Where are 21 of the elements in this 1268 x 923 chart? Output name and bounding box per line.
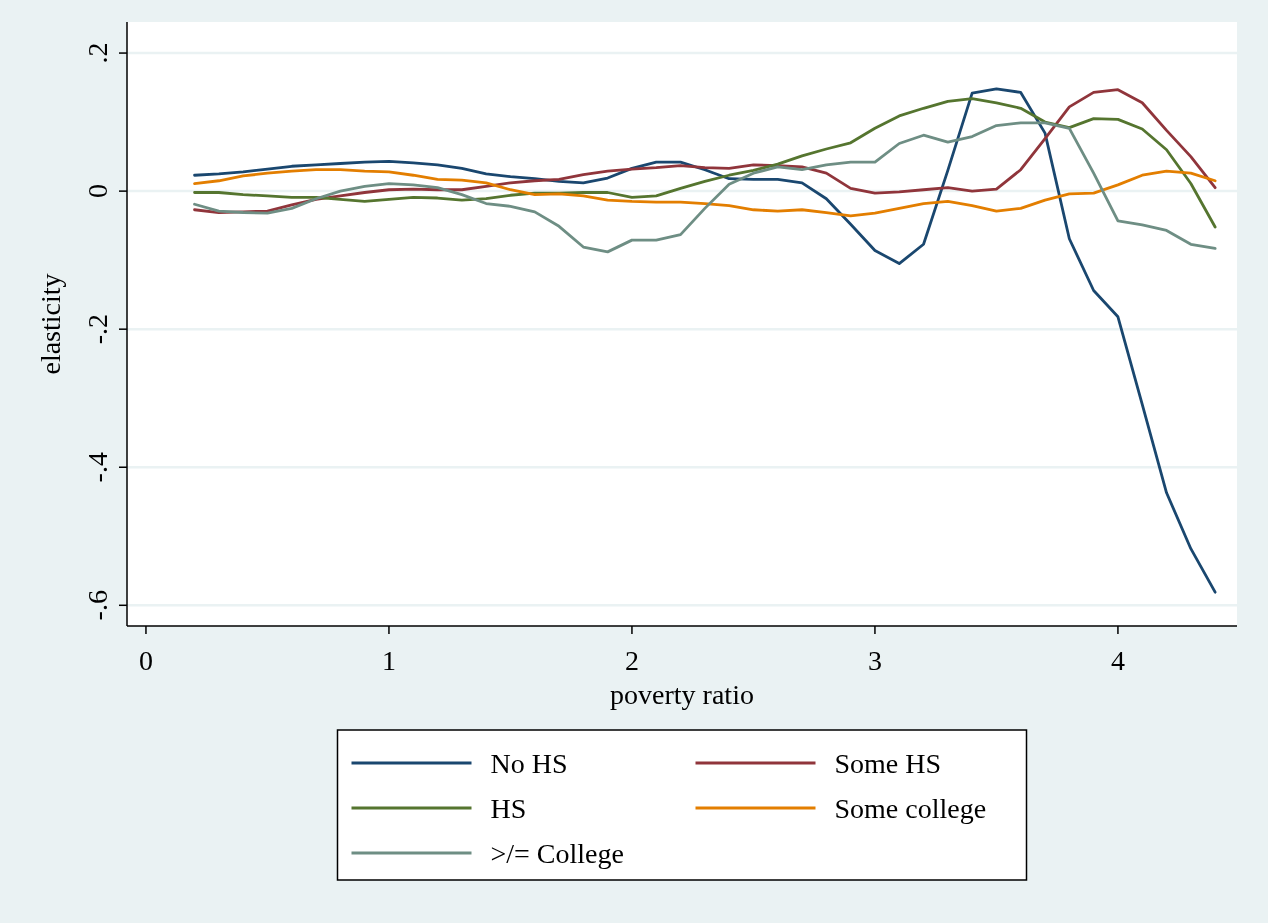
x-tick-label: 2 xyxy=(624,645,639,676)
x-tick-label: 4 xyxy=(1110,645,1125,676)
y-tick-label: -.6 xyxy=(82,590,113,621)
y-tick-label: 0 xyxy=(82,184,113,199)
y-tick-label: -.2 xyxy=(82,314,113,345)
legend-label: Some HS xyxy=(834,748,942,779)
y-tick-label: -.4 xyxy=(82,452,113,483)
legend-label: Some college xyxy=(834,793,987,824)
y-tick-label: .2 xyxy=(82,42,113,64)
line-series xyxy=(193,87,1217,594)
legend-label: No HS xyxy=(490,748,568,779)
legend-label: >/= College xyxy=(490,838,624,869)
line-series xyxy=(193,97,1217,229)
x-tick-label: 1 xyxy=(381,645,396,676)
x-tick-label: 0 xyxy=(138,645,153,676)
legend-label: HS xyxy=(490,793,527,824)
line-series xyxy=(193,168,1217,218)
line-series xyxy=(193,121,1217,254)
y-axis-title: elasticity xyxy=(35,273,66,375)
x-axis-title: poverty ratio xyxy=(610,679,754,710)
x-tick-label: 3 xyxy=(867,645,882,676)
